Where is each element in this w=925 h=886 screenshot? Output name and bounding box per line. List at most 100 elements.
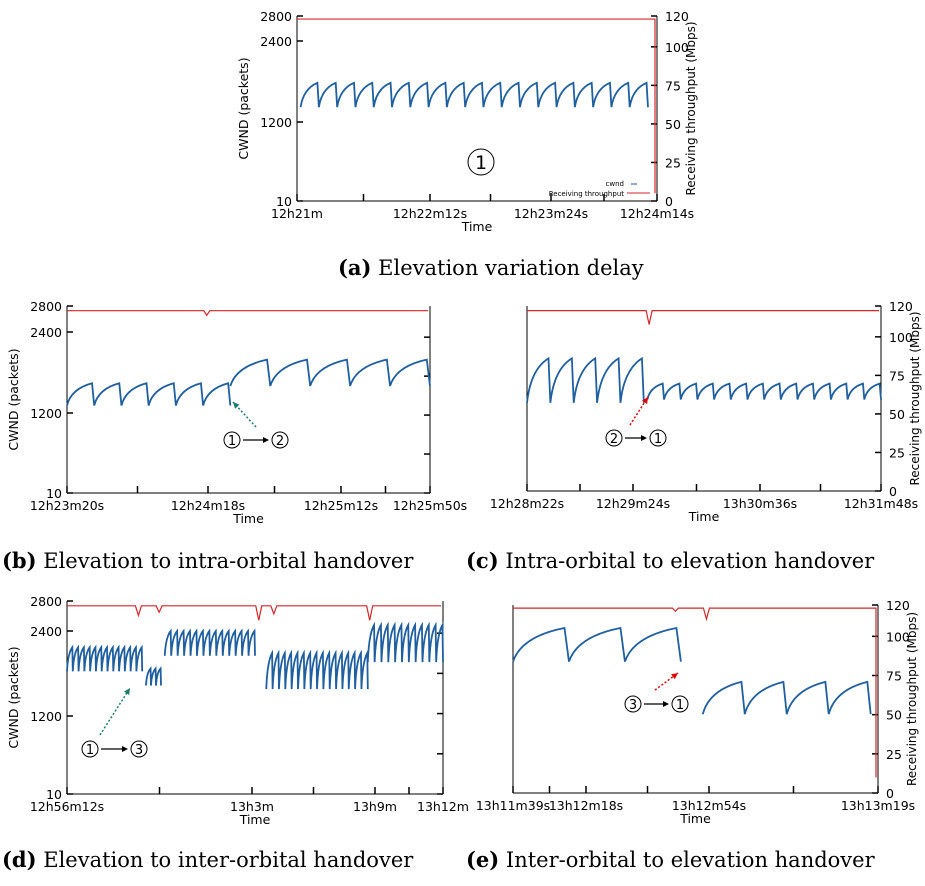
caption-b-text: Elevation to intra-orbital handover xyxy=(43,549,414,573)
annotation-arrow-head xyxy=(641,435,647,441)
annotation-label: 1 xyxy=(676,698,684,713)
x-tick-label: 13h30m36s xyxy=(723,496,797,511)
y2-tick-label: 50 xyxy=(889,407,905,422)
y2-tick-label: 0 xyxy=(889,484,897,499)
y2-axis-label: Receiving throughput (Mbps) xyxy=(905,612,919,786)
y-tick-label: 2800 xyxy=(260,9,292,24)
annotation-label: 2 xyxy=(276,434,284,449)
chart-c: 12h28m22s 12h29m24s 13h30m36s 12h31m48s Time… xyxy=(490,299,922,524)
y-tick-label: 2400 xyxy=(30,325,62,340)
x-tick-label: 12h23m20s xyxy=(30,498,104,513)
y2-tick-label: 50 xyxy=(665,117,681,132)
y2-tick-label: 120 xyxy=(889,299,913,314)
cwnd-line xyxy=(66,382,232,406)
throughput-line xyxy=(297,18,656,194)
annotation-circle xyxy=(130,740,148,758)
cwnd-line xyxy=(299,81,649,108)
annotation-label: 1 xyxy=(228,434,236,449)
y-axis-label: CWND (packets) xyxy=(236,57,251,159)
x-axis-label: Time xyxy=(688,509,720,524)
y2-tick-label: 100 xyxy=(886,629,910,644)
caption-c-text: Intra-orbital to elevation handover xyxy=(505,549,875,573)
annotation-label: 1 xyxy=(475,152,487,174)
caption-c-tag: (c) xyxy=(466,548,499,573)
caption-e: (e) Inter-orbital to elevation handover xyxy=(466,847,875,872)
y2-tick-label: 100 xyxy=(665,40,689,55)
annotation-circle xyxy=(467,148,495,176)
chart-d: 12h56m12s 13h3m 13h9m 13h12m Time 10 1200 2400 2… xyxy=(6,594,469,827)
cwnd-line xyxy=(145,666,162,686)
throughput-line xyxy=(513,607,877,778)
pointer-arrow-line xyxy=(629,396,649,426)
caption-d-tag: (d) xyxy=(2,847,37,872)
caption-e-tag: (e) xyxy=(466,847,500,872)
x-tick-label: 12h22m12s xyxy=(393,206,467,221)
annotation-label: 1 xyxy=(86,743,94,758)
throughput-line xyxy=(527,310,879,325)
y2-tick-label: 50 xyxy=(886,708,902,723)
y2-tick-label: 75 xyxy=(886,669,902,684)
y2-tick-label: 100 xyxy=(889,330,913,345)
x-tick-label: 13h12m xyxy=(417,799,469,814)
x-tick-label: 12h25m50s xyxy=(393,498,467,513)
y-tick-label: 10 xyxy=(46,486,62,501)
y-tick-label: 1200 xyxy=(260,115,292,130)
caption-e-text: Inter-orbital to elevation handover xyxy=(505,848,875,872)
y2-tick-label: 25 xyxy=(886,747,902,762)
pointer-arrow-head xyxy=(642,397,648,404)
y-tick-label: 10 xyxy=(276,194,292,209)
caption-a-tag: (a) xyxy=(338,255,372,280)
annotation-label: 3 xyxy=(629,698,637,713)
annotation-label: 2 xyxy=(610,432,618,447)
y2-tick-label: 25 xyxy=(665,155,681,170)
y-tick-label: 10 xyxy=(46,787,62,802)
caption-d-text: Elevation to inter-orbital handover xyxy=(43,848,414,872)
x-axis-label: Time xyxy=(461,219,493,234)
cwnd-line xyxy=(66,644,144,672)
y2-axis-label: Receiving throughput (Mbps) xyxy=(908,311,922,485)
y2-tick-label: 120 xyxy=(665,9,689,24)
y-axis-label: CWND (packets) xyxy=(6,646,21,748)
pointer-arrow-line xyxy=(99,687,131,736)
cwnd-line xyxy=(512,626,682,662)
y-axis-label: CWND (packets) xyxy=(6,348,21,450)
pointer-arrow-head xyxy=(233,402,240,409)
caption-a: (a) Elevation variation delay xyxy=(338,255,644,280)
caption-b: (b) Elevation to intra-orbital handover xyxy=(2,548,413,573)
chart-a: 12h21m 12h22m12s 12h23m24s 12h24m14sTime101… xyxy=(236,9,698,234)
x-axis-label: Time xyxy=(232,511,264,526)
y-tick-label: 2400 xyxy=(30,624,62,639)
annotation-arrow-head xyxy=(663,701,669,707)
y2-tick-label: 75 xyxy=(665,78,681,93)
cwnd-line xyxy=(701,680,872,715)
x-tick-label: 12h25m12s xyxy=(304,498,378,513)
caption-c: (c) Intra-orbital to elevation handover xyxy=(466,548,874,573)
x-axis-label: Time xyxy=(239,812,271,827)
x-tick-label: 12h29m24s xyxy=(596,496,670,511)
x-tick-label: 12h28m22s xyxy=(490,496,564,511)
chart-b: 12h23m20s 12h24m18s 12h25m12s 12h25m50s Time… xyxy=(6,299,467,526)
annotation-circle xyxy=(649,429,667,447)
cwnd-line xyxy=(163,628,256,656)
x-tick-label: 13h9m xyxy=(353,799,397,814)
annotation-circle xyxy=(605,429,623,447)
annotation-circle xyxy=(223,431,241,449)
pointer-arrow-head xyxy=(671,673,678,680)
annotation-circle xyxy=(271,431,289,449)
x-tick-label: 12h24m18s xyxy=(171,498,245,513)
cwnd-line xyxy=(229,358,431,387)
pointer-arrow-head xyxy=(124,688,130,695)
legend-label-cwnd: cwnd xyxy=(606,180,624,188)
throughput-line xyxy=(67,310,428,317)
cwnd-line xyxy=(526,356,645,403)
pointer-arrow-line xyxy=(654,672,679,691)
y2-tick-label: 25 xyxy=(889,445,905,460)
legend-label-throughput: Receiving throughput xyxy=(549,190,625,198)
x-tick-label: 13h12m18s xyxy=(549,798,623,813)
annotation-arrow-head xyxy=(263,437,269,443)
caption-b-tag: (b) xyxy=(2,548,37,573)
annotation-label: 3 xyxy=(135,743,143,758)
